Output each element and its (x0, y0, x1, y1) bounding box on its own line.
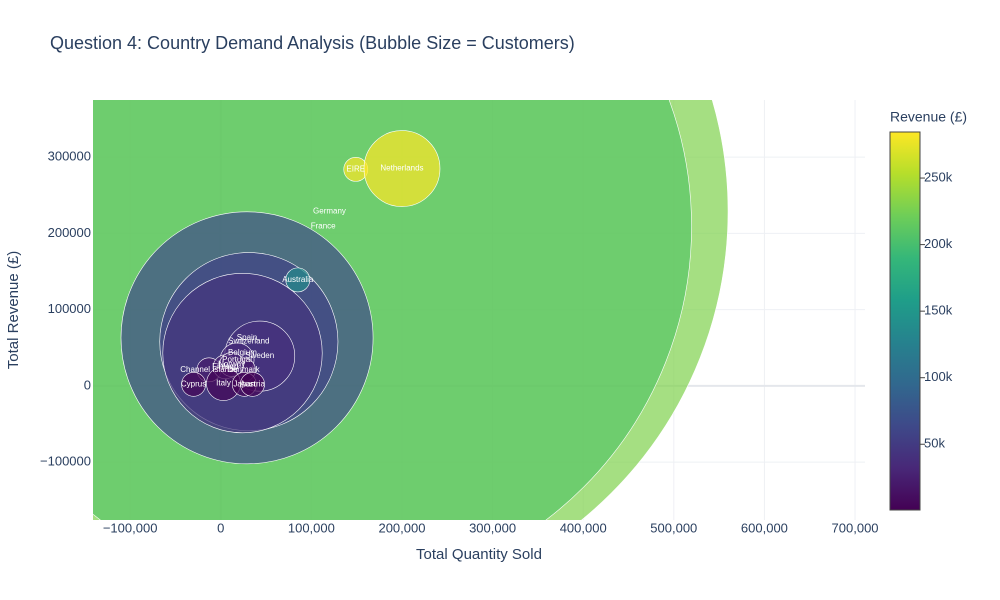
colorbar-tick-label: 50k (924, 436, 945, 451)
x-tick-label: 400,000 (560, 520, 607, 535)
bubble-label: EIRE (346, 164, 365, 173)
x-tick-label: 600,000 (741, 520, 788, 535)
colorbar (889, 131, 921, 511)
bubble-label: Spain (237, 333, 257, 342)
bubble-label: Cyprus (181, 379, 206, 388)
bubble-label: Denmark (227, 365, 260, 374)
chart-title: Question 4: Country Demand Analysis (Bub… (50, 33, 575, 53)
x-tick-label: 100,000 (288, 520, 335, 535)
bubble-label: Australia (282, 275, 314, 284)
bubble-label: Netherlands (380, 164, 423, 173)
bubble (363, 130, 441, 207)
colorbar-tick-label: 250k (924, 169, 953, 184)
colorbar-title: Revenue (£) (890, 109, 967, 125)
bubble-label: Switzerland (228, 337, 269, 346)
bubble-label: Finland (212, 362, 238, 371)
bubble-label: Austria (240, 379, 265, 388)
bubble (240, 372, 265, 397)
bubble-label: Sweden (245, 351, 274, 360)
bubble-label: France (311, 222, 336, 231)
y-axis-title: Total Revenue (£) (5, 251, 22, 369)
y-tick-label: −100000 (40, 454, 91, 469)
colorbar-tick-label: 100k (924, 369, 953, 384)
bubble-label: Germany (313, 206, 346, 215)
bubble-label: Channel Islands (180, 365, 237, 374)
colorbar-tick-label: 200k (924, 236, 953, 251)
x-tick-label: 0 (217, 520, 224, 535)
bubble (181, 372, 206, 397)
bubble-label: Portugal (222, 355, 252, 364)
bubble-label: Norway (218, 360, 245, 369)
y-tick-label: 300000 (48, 149, 91, 164)
y-tick-label: 0 (84, 377, 91, 392)
bubble-label: Belgium (228, 348, 257, 357)
x-tick-label: 500,000 (650, 520, 697, 535)
bubble-label: Japan (233, 379, 255, 388)
y-tick-label: 100000 (48, 301, 91, 316)
x-tick-label: −100,000 (103, 520, 158, 535)
x-tick-label: 200,000 (378, 520, 425, 535)
colorbar-tick-label: 150k (924, 303, 953, 318)
x-tick-label: 300,000 (469, 520, 516, 535)
bubble (285, 267, 311, 293)
y-tick-label: 200000 (48, 225, 91, 240)
x-axis-title: Total Quantity Sold (416, 546, 542, 563)
x-tick-label: 700,000 (832, 520, 879, 535)
bubble-label: Italy (216, 379, 231, 388)
